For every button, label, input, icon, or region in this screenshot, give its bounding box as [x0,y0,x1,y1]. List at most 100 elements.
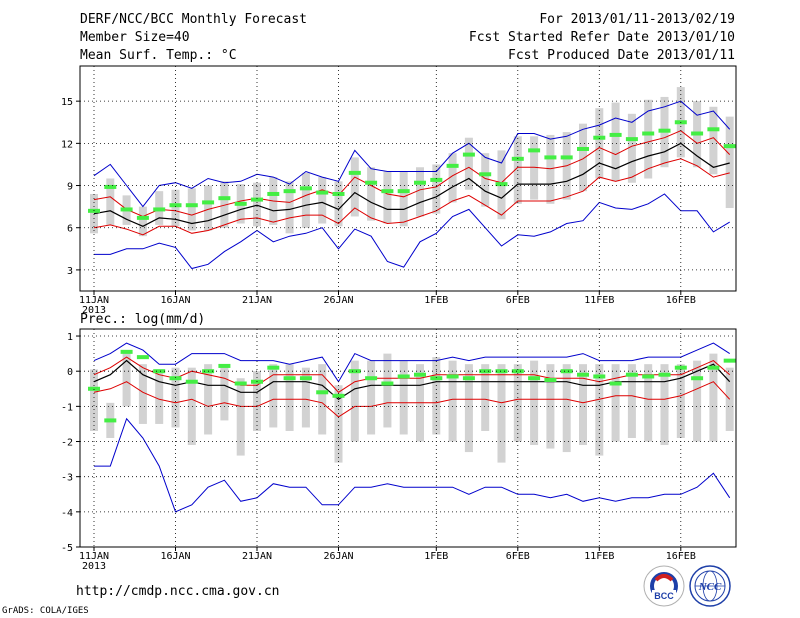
temp-median-mark [185,203,198,208]
temp-median-mark [365,180,378,185]
prec-ytick-label: 0 [67,367,73,378]
temp-median-mark [430,177,443,182]
temp-median-mark [169,203,182,208]
precipitation-marks [88,342,736,513]
prec-median-mark [625,372,638,377]
source-url[interactable]: http://cmdp.ncc.cma.gov.cn [76,584,280,599]
temp-box [432,164,441,214]
temp-median-mark [658,128,671,133]
temp-ytick-label: 15 [61,97,73,108]
prec-box [709,353,718,442]
prec-box [497,364,506,463]
temp-xtick-label: 11FEB [584,295,614,306]
prec-median-mark [136,355,149,360]
prec-median-mark [381,381,394,386]
grads-credit: GrADS: COLA/IGES [2,606,89,616]
prec-median-mark [528,376,541,381]
temp-median-mark [234,201,247,206]
temp-box [546,134,555,204]
temp-xtick-label: 21JAN [242,295,272,306]
temp-box [464,137,473,190]
prec-xtick-label: 21JAN [242,551,272,562]
temp-box [399,171,408,227]
temp-xtick-label: 6FEB [506,295,530,306]
temp-box [383,171,392,224]
prec-box [90,369,98,431]
temp-box [106,178,115,225]
temp-xtick-sublabel: 2013 [82,305,106,316]
temp-median-mark [723,144,736,149]
temp-median-mark [495,182,508,187]
temp-xtick-label: 16JAN [160,295,190,306]
prec-xtick-label: 16JAN [160,551,190,562]
prec-box [285,364,294,431]
prec-ytick-label: 1 [67,332,73,343]
temp-box [367,167,376,221]
prec-box [513,364,522,442]
temp-median-mark [251,197,263,202]
prec-panel-title: Prec.: log(mm/d) [80,312,205,327]
prec-median-mark [707,365,720,370]
prec-box [236,378,245,456]
prec-median-mark [185,379,198,384]
prec-box [481,364,490,431]
prec-median-mark [593,374,606,379]
prec-median-mark [283,376,296,381]
prec-box [530,360,539,446]
bcc-logo-text: BCC [654,591,674,601]
temp-median-mark [104,184,117,189]
prec-box [579,364,587,446]
prec-box [448,360,457,442]
temp-box [204,185,213,231]
prec-min-line [94,417,731,513]
prec-lower-pct-line [93,381,731,418]
temp-median-mark [283,189,296,194]
prec-xtick-label: 16FEB [666,551,696,562]
prec-box [546,364,555,449]
prec-box [155,369,164,424]
temp-median-mark [593,135,606,140]
prec-median-mark [642,374,655,379]
temp-xtick-label: 1FEB [424,295,448,306]
prec-median-mark [674,365,687,370]
prec-median-mark [511,369,524,374]
prec-ytick-label: -3 [61,473,73,484]
temp-median-mark [528,148,541,153]
prec-ytick-label: -1 [61,402,73,413]
temp-median-mark [691,131,704,136]
temp-box [187,188,196,231]
prec-median-mark [332,393,345,398]
member-size: Member Size=40 [80,30,190,45]
prec-median-mark [120,349,133,354]
prec-max-line [93,342,730,383]
prec-box [383,353,392,428]
temp-box [138,206,147,237]
temp-box [416,167,424,217]
bcc-logo: BCC [643,565,685,607]
temp-upper-pct-line [93,130,731,218]
temp-ytick-label: 6 [67,224,73,235]
prec-ytick-label: -5 [61,543,73,554]
prec-ytick-label: -2 [61,438,73,449]
temp-median-mark [397,189,410,194]
prec-box [204,364,213,435]
prec-median-mark [104,418,117,423]
temp-median-mark [707,127,720,132]
temp-median-mark [348,170,361,175]
prec-median-mark [609,381,622,386]
temperature-marks [88,87,736,270]
temp-ytick-label: 3 [67,266,73,277]
temp-ytick-label: 9 [67,182,73,193]
temp-median-mark [609,132,622,137]
produced-date: Fcst Produced Date 2013/01/11 [508,48,735,63]
temp-xtick-label: 26JAN [323,295,353,306]
prec-median-mark [495,369,508,374]
temp-median-mark [446,163,459,168]
temp-box [725,116,734,209]
temp-box [253,182,261,227]
temp-median-mark [381,189,394,194]
temp-min-line [94,193,730,270]
prec-median-mark [218,363,231,368]
temp-box [530,136,539,200]
